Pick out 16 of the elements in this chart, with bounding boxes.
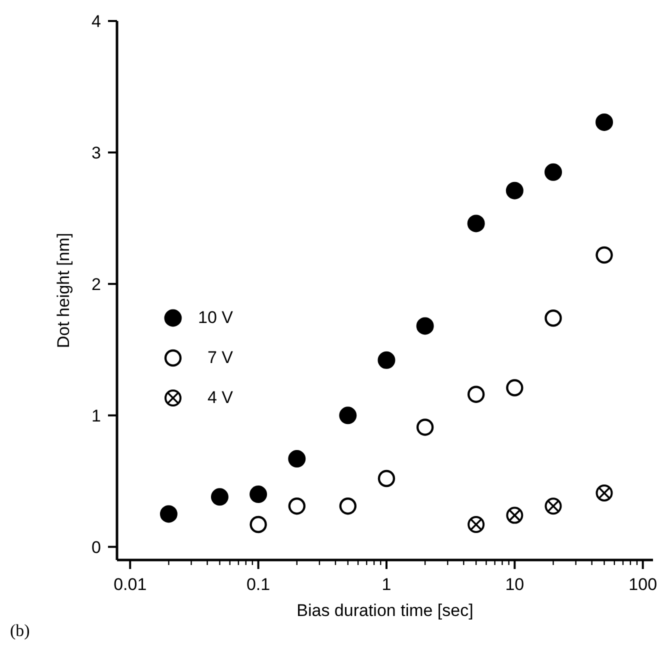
y-tick-label: 2	[92, 274, 101, 294]
y-tick-label: 1	[92, 406, 101, 426]
y-tick-label: 3	[92, 143, 101, 162]
y-tick-label: 4	[92, 12, 101, 31]
legend-label: 10 V	[197, 308, 233, 328]
x-tick-label: 100	[628, 575, 658, 594]
text: (b)	[10, 621, 30, 641]
x-tick-label: 10	[505, 575, 524, 594]
legend-label: 7 V	[206, 348, 233, 368]
x-tick-label: 0.1	[246, 575, 270, 594]
legend-label: 4 V	[206, 388, 233, 408]
y-axis-title: Dot height [nm]	[54, 232, 74, 348]
x-tick-label: 1	[382, 575, 392, 594]
x-axis-title: Bias duration time [sec]	[296, 601, 474, 620]
y-tick-label: 0	[92, 538, 101, 557]
x-tick-label: 0.01	[114, 575, 147, 594]
